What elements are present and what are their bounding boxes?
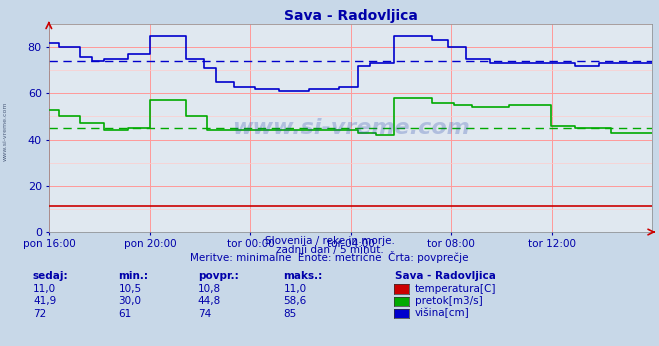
Text: www.si-vreme.com: www.si-vreme.com bbox=[232, 118, 470, 138]
Text: maks.:: maks.: bbox=[283, 271, 323, 281]
Text: Sava - Radovljica: Sava - Radovljica bbox=[395, 271, 496, 281]
Text: temperatura[C]: temperatura[C] bbox=[415, 284, 497, 294]
Text: www.si-vreme.com: www.si-vreme.com bbox=[3, 102, 8, 161]
Text: 72: 72 bbox=[33, 309, 46, 319]
Text: min.:: min.: bbox=[119, 271, 149, 281]
Text: 44,8: 44,8 bbox=[198, 297, 221, 307]
Text: 85: 85 bbox=[283, 309, 297, 319]
Text: 41,9: 41,9 bbox=[33, 297, 56, 307]
Text: 10,5: 10,5 bbox=[119, 284, 142, 294]
Text: 11,0: 11,0 bbox=[283, 284, 306, 294]
Text: Slovenija / reke in morje.: Slovenija / reke in morje. bbox=[264, 236, 395, 246]
Text: sedaj:: sedaj: bbox=[33, 271, 69, 281]
Text: 74: 74 bbox=[198, 309, 211, 319]
Title: Sava - Radovljica: Sava - Radovljica bbox=[284, 9, 418, 23]
Text: 61: 61 bbox=[119, 309, 132, 319]
Text: 11,0: 11,0 bbox=[33, 284, 56, 294]
Text: povpr.:: povpr.: bbox=[198, 271, 239, 281]
Text: 58,6: 58,6 bbox=[283, 297, 306, 307]
Text: višina[cm]: višina[cm] bbox=[415, 308, 470, 319]
Text: Meritve: minimalne  Enote: metrične  Črta: povprečje: Meritve: minimalne Enote: metrične Črta:… bbox=[190, 251, 469, 263]
Text: pretok[m3/s]: pretok[m3/s] bbox=[415, 297, 483, 307]
Text: 10,8: 10,8 bbox=[198, 284, 221, 294]
Text: zadnji dan / 5 minut.: zadnji dan / 5 minut. bbox=[275, 245, 384, 255]
Text: 30,0: 30,0 bbox=[119, 297, 142, 307]
